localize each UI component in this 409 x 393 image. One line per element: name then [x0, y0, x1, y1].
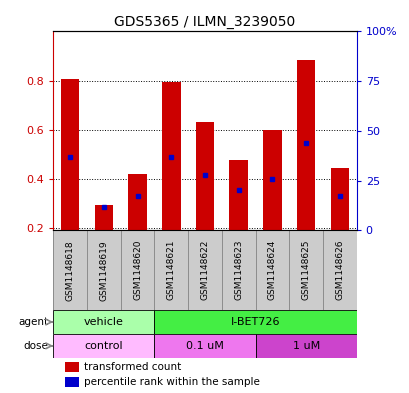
Bar — [221, 230, 255, 310]
Bar — [330, 168, 348, 230]
Text: control: control — [84, 341, 123, 351]
Text: agent: agent — [18, 317, 48, 327]
Text: transformed count: transformed count — [83, 362, 180, 371]
Bar — [53, 334, 154, 358]
Bar — [87, 230, 120, 310]
Text: GSM1148625: GSM1148625 — [301, 240, 310, 301]
Text: percentile rank within the sample: percentile rank within the sample — [83, 376, 259, 387]
Bar — [154, 230, 188, 310]
Bar — [263, 130, 281, 230]
Bar — [120, 230, 154, 310]
Bar — [195, 122, 214, 230]
Bar — [255, 230, 289, 310]
Title: GDS5365 / ILMN_3239050: GDS5365 / ILMN_3239050 — [114, 15, 295, 29]
Bar — [61, 79, 79, 230]
Text: vehicle: vehicle — [84, 317, 124, 327]
Text: I-BET726: I-BET726 — [230, 317, 280, 327]
Text: GSM1148621: GSM1148621 — [166, 240, 175, 301]
Text: GSM1148626: GSM1148626 — [335, 240, 344, 301]
Bar — [94, 205, 113, 230]
Text: 0.1 uM: 0.1 uM — [186, 341, 223, 351]
Bar — [322, 230, 356, 310]
Bar — [229, 160, 247, 230]
Bar — [53, 310, 154, 334]
Bar — [65, 362, 79, 372]
Text: GSM1148620: GSM1148620 — [133, 240, 142, 301]
Bar — [255, 334, 356, 358]
Text: GSM1148623: GSM1148623 — [234, 240, 243, 301]
Bar — [296, 60, 315, 230]
Bar — [188, 230, 221, 310]
Bar — [128, 174, 146, 230]
Bar — [53, 230, 87, 310]
Bar — [289, 230, 322, 310]
Text: GSM1148618: GSM1148618 — [65, 240, 74, 301]
Text: GSM1148622: GSM1148622 — [200, 240, 209, 300]
Bar — [154, 310, 356, 334]
Bar — [65, 376, 79, 387]
Text: dose: dose — [23, 341, 48, 351]
Text: 1 uM: 1 uM — [292, 341, 319, 351]
Bar — [162, 82, 180, 230]
Text: GSM1148619: GSM1148619 — [99, 240, 108, 301]
Text: GSM1148624: GSM1148624 — [267, 240, 276, 300]
Bar — [154, 334, 255, 358]
